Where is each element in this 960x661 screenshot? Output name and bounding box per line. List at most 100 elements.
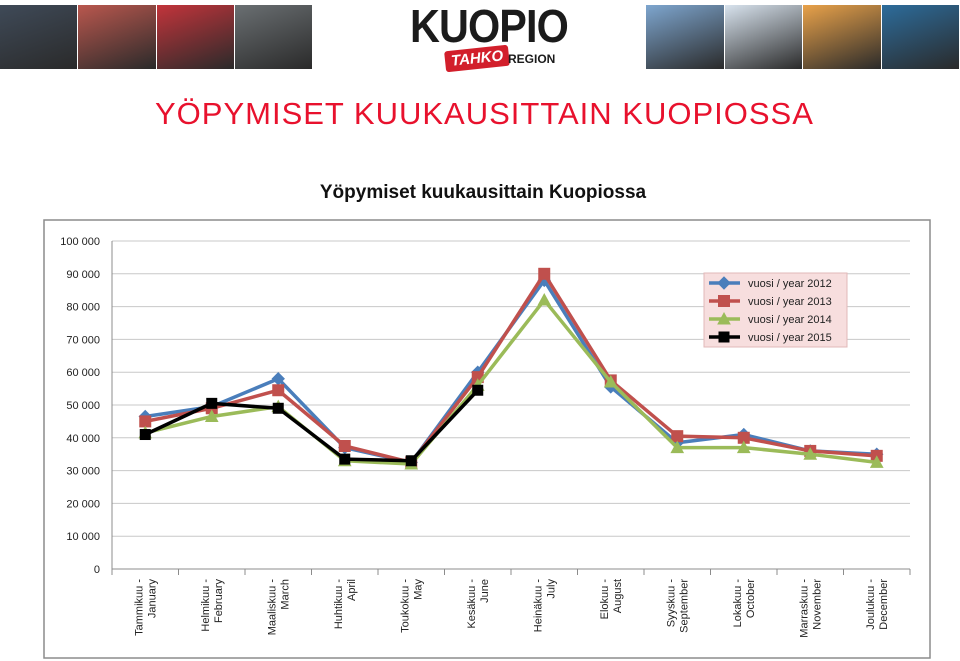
x-tick-label-line: April [346, 579, 358, 601]
series-layer [138, 267, 884, 470]
y-tick-label: 0 [94, 564, 100, 576]
legend-swatch-marker [718, 295, 730, 307]
x-tick-label-line: Toukokuu - [399, 579, 411, 633]
x-tick-label-line: Heinäkuu - [532, 579, 544, 633]
series-4 [139, 384, 484, 467]
legend-swatch-marker [717, 311, 731, 325]
x-tick-label-line: August [612, 579, 624, 613]
data-point [272, 384, 285, 397]
boat-photo [881, 5, 959, 69]
x-tick-label: Joulukuu - December [865, 579, 890, 630]
x-tick-label: Toukokuu - May [399, 579, 424, 633]
x-tick-label: Huhtikuu - April [333, 579, 358, 629]
x-tick-label-line: Huhtikuu - [333, 579, 345, 629]
x-tick-label: Maaliskuu - March [266, 579, 291, 636]
x-tick-label-line: February [213, 579, 225, 624]
y-tick-label: 80 000 [66, 302, 100, 314]
legend-swatch-marker [718, 331, 730, 343]
snowy-trees-photo [724, 5, 802, 69]
x-tick-label: Kesäkuu - June [466, 579, 491, 629]
x-tick-label-line: Maaliskuu - [266, 579, 278, 636]
x-tick-label-line: January [146, 579, 158, 619]
series-line [144, 272, 877, 465]
legend-item: vuosi / year 2015 [709, 331, 832, 344]
chef-photo [234, 5, 312, 69]
legend-label: vuosi / year 2012 [748, 278, 832, 290]
legend-item: vuosi / year 2012 [709, 276, 832, 290]
performers-photo [156, 5, 234, 69]
y-tick-label: 100 000 [60, 236, 100, 248]
y-tick-label: 70 000 [66, 334, 100, 346]
data-point [603, 374, 618, 388]
y-tick-label: 90 000 [66, 269, 100, 281]
x-tick-label-line: July [545, 579, 557, 599]
x-tick-label: Helmikuu - February [200, 579, 225, 632]
y-axis-ticks: 0 10 000 20 000 30 000 40 000 50 000 60 000 70 … [60, 236, 100, 576]
data-point [803, 447, 818, 460]
data-point [736, 440, 751, 454]
legend-item: vuosi / year 2014 [709, 311, 832, 326]
y-tick-label: 10 000 [66, 531, 100, 543]
data-point [272, 402, 284, 414]
legend-label: vuosi / year 2013 [748, 296, 832, 308]
x-tick-label: Syyskuu - September [665, 579, 690, 633]
x-tick-label: Tammikuu - January [133, 579, 158, 636]
data-point [139, 429, 151, 441]
legend-item: vuosi / year 2013 [709, 295, 832, 308]
x-tick-label-line: Helmikuu - [200, 579, 212, 632]
data-point [671, 430, 684, 443]
data-point [139, 415, 152, 428]
x-tick-label-line: Joulukuu - [865, 579, 877, 630]
header-photo-strip-left [0, 5, 313, 69]
sunset-photo [803, 5, 881, 69]
x-tick-label-line: June [479, 579, 491, 603]
x-tick-label: Elokuu - August [599, 579, 624, 620]
x-tick-label-line: Kesäkuu - [466, 579, 478, 629]
legend: vuosi / year 2012 vuosi / year 2013 vuosi … [703, 272, 848, 348]
x-tick-label-line: Tammikuu - [133, 579, 145, 636]
logo-wordmark: KUOPIO [410, 0, 569, 52]
legend-swatch-marker [717, 276, 731, 290]
crowd-photo [78, 5, 156, 69]
y-tick-label: 50 000 [66, 400, 100, 412]
x-tick-label: Heinäkuu - July [532, 579, 557, 633]
y-tick-label: 60 000 [66, 367, 100, 379]
data-point [339, 453, 351, 465]
legend-label: vuosi / year 2015 [748, 332, 832, 344]
data-point [472, 384, 484, 396]
logo-region-text: REGION [508, 52, 556, 66]
x-tick-label-line: Lokakuu - [732, 579, 744, 628]
winter-lake-photo [646, 5, 724, 69]
chart-title: Yöpymiset kuukausittain Kuopiossa [319, 182, 647, 203]
data-point [670, 440, 685, 454]
x-tick-label-line: Marraskuu - [798, 579, 810, 638]
data-point [204, 409, 219, 422]
x-tick-label-line: October [745, 579, 757, 618]
data-point [338, 440, 351, 452]
page-title: YÖPYMISET KUUKAUSITTAIN KUOPIOSSA [155, 96, 814, 131]
series-line [144, 389, 480, 463]
x-axis-ticks: Tammikuu - January Helmikuu - February Maali… [111, 569, 911, 638]
legend-label: vuosi / year 2014 [748, 314, 832, 326]
x-tick-label: Marraskuu - November [798, 579, 823, 638]
data-point [869, 455, 884, 468]
x-tick-label-line: Syyskuu - [665, 579, 677, 628]
header-photo-strip-right [646, 5, 960, 69]
kuopio-tahko-region-logo: KUOPIO TAHKO REGION [405, 0, 569, 80]
data-point [537, 292, 552, 306]
x-tick-label-line: November [811, 579, 823, 630]
x-tick-label-line: March [279, 579, 291, 610]
market-photo [0, 5, 78, 69]
data-point [538, 267, 551, 280]
x-tick-label: Lokakuu - October [732, 579, 757, 628]
x-tick-label-line: May [412, 579, 424, 600]
y-tick-label: 30 000 [66, 466, 100, 478]
x-tick-label-line: September [678, 579, 690, 633]
data-point [206, 397, 218, 409]
x-tick-label-line: Elokuu - [599, 579, 611, 620]
data-point [405, 455, 417, 467]
y-tick-label: 40 000 [66, 433, 100, 445]
x-tick-label-line: December [878, 579, 890, 630]
y-tick-label: 20 000 [66, 498, 100, 510]
